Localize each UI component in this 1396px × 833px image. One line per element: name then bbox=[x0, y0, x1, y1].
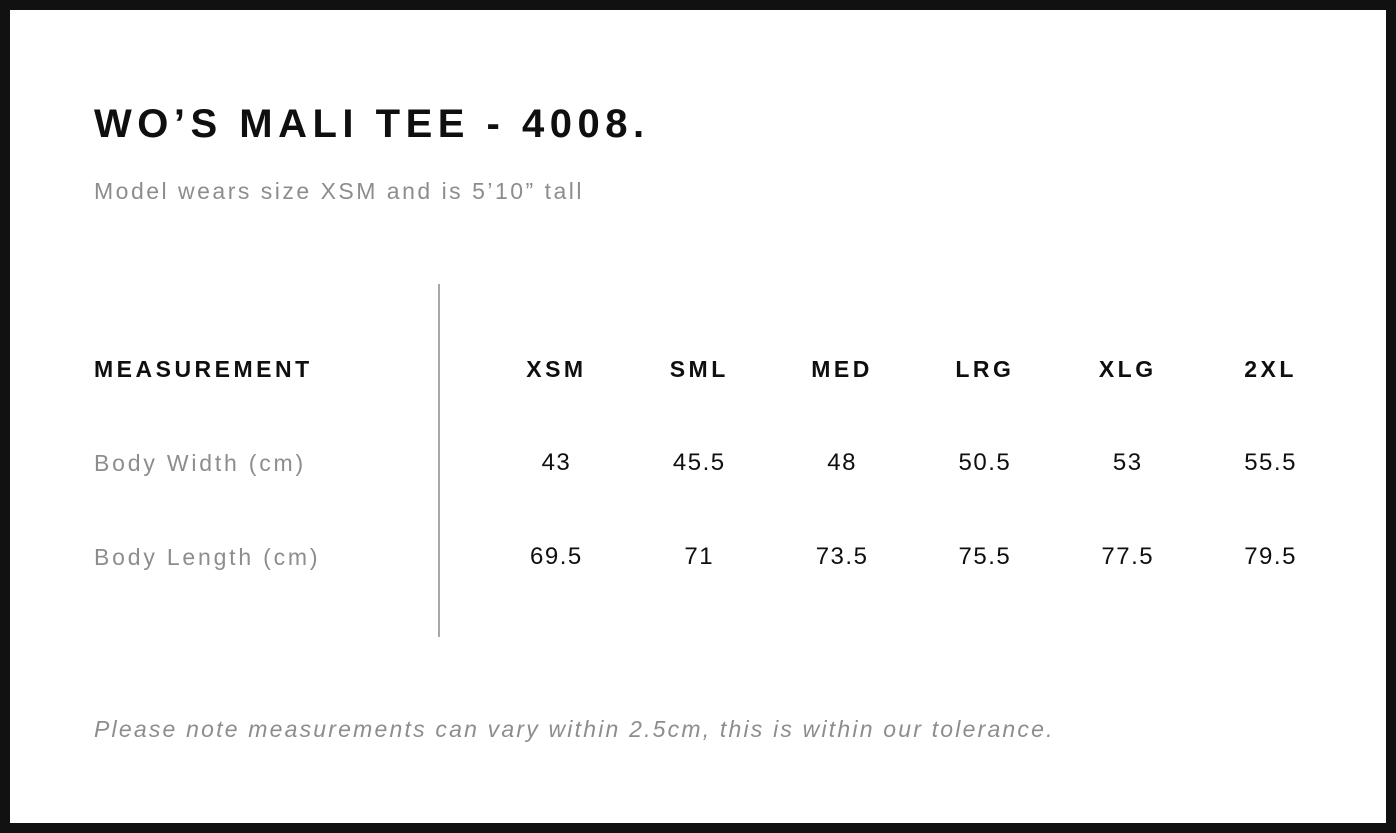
cell-body-width-2xl: 55.5 bbox=[1244, 449, 1297, 476]
row-label-body-length: Body Length (cm) bbox=[94, 543, 321, 570]
column-header-lrg: LRG bbox=[955, 355, 1015, 382]
model-size-note: Model wears size XSM and is 5’10” tall bbox=[94, 178, 584, 204]
cell-body-length-xsm: 69.5 bbox=[530, 543, 583, 570]
cell-body-length-xlg: 77.5 bbox=[1101, 543, 1155, 570]
row-label-body-width: Body Width (cm) bbox=[94, 449, 306, 476]
page-title: WO’S MALI TEE - 4008. bbox=[94, 102, 650, 146]
table-divider bbox=[438, 284, 440, 637]
column-header-xlg: XLG bbox=[1098, 355, 1157, 382]
tolerance-note: Please note measurements can vary within… bbox=[94, 716, 1055, 742]
column-header-sml: SML bbox=[669, 355, 729, 382]
cell-body-width-xsm: 43 bbox=[541, 449, 572, 476]
cell-body-width-lrg: 50.5 bbox=[958, 449, 1012, 476]
column-header-2xl: 2XL bbox=[1244, 355, 1297, 382]
cell-body-length-lrg: 75.5 bbox=[958, 543, 1012, 570]
cell-body-width-med: 48 bbox=[827, 449, 857, 476]
column-header-measurement: MEASUREMENT bbox=[94, 355, 313, 382]
cell-body-width-xlg: 53 bbox=[1112, 449, 1143, 476]
cell-body-length-2xl: 79.5 bbox=[1244, 543, 1297, 570]
cell-body-length-med: 73.5 bbox=[815, 543, 869, 570]
cell-body-width-sml: 45.5 bbox=[672, 449, 726, 476]
cell-body-length-sml: 71 bbox=[684, 543, 715, 570]
size-table: MEASUREMENT XSM SML MED LRG XLG 2XL Body… bbox=[94, 322, 1342, 604]
column-header-med: MED bbox=[811, 355, 873, 382]
column-header-xsm: XSM bbox=[526, 355, 587, 382]
